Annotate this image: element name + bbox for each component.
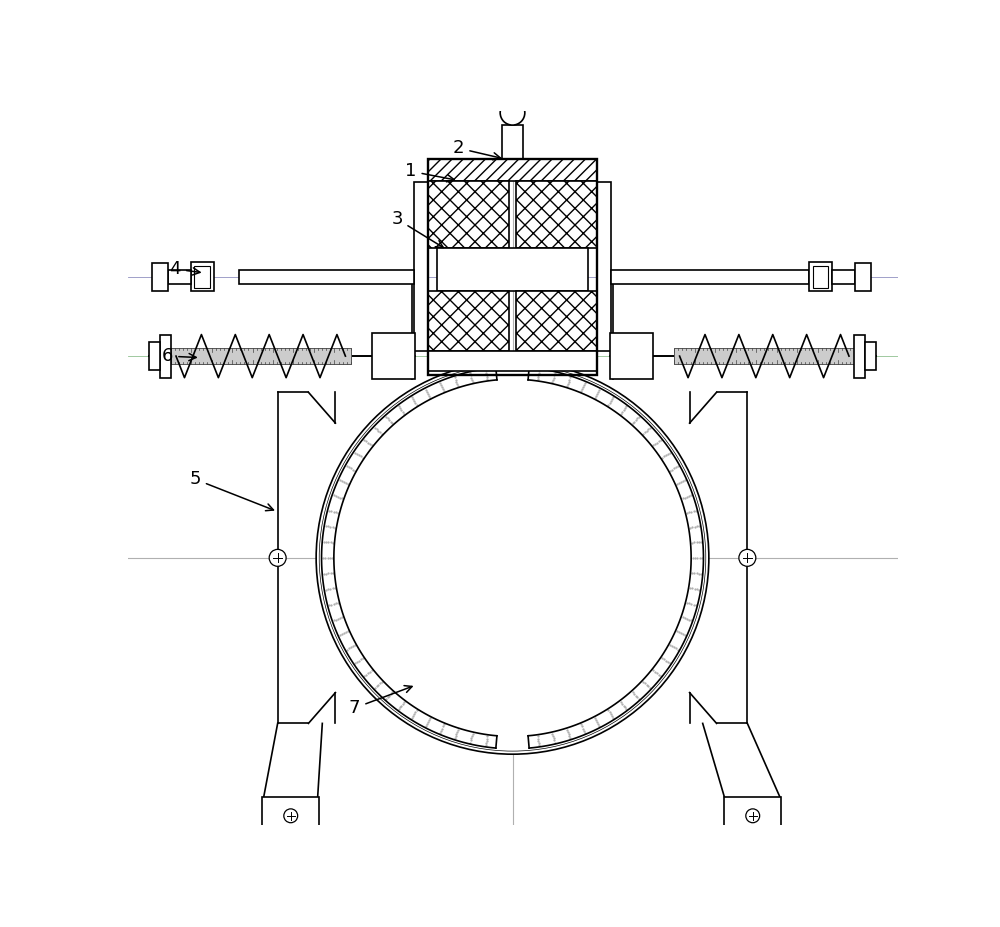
Bar [674,349,854,363]
Bar [194,266,210,287]
Bar [809,262,832,291]
Bar [191,262,214,291]
Bar [597,182,611,351]
Bar [813,266,828,287]
Text: 1: 1 [405,162,454,182]
Bar [152,263,168,291]
Text: 7: 7 [349,686,412,717]
Bar [428,291,509,350]
Text: 5: 5 [190,470,273,511]
Bar [262,796,319,832]
Bar [611,270,809,284]
Bar [168,270,191,284]
Bar [865,342,876,370]
Circle shape [284,809,298,823]
Bar [610,333,653,379]
Bar [414,182,428,351]
Bar [428,159,597,181]
Bar [724,796,781,832]
Bar [437,248,588,291]
Circle shape [746,809,760,823]
Bar [854,335,865,377]
Circle shape [739,550,756,566]
Circle shape [316,362,709,755]
Bar [372,333,415,379]
Bar [239,270,414,284]
Text: 2: 2 [453,139,500,159]
Bar [855,263,871,291]
Bar [516,181,597,248]
Text: 3: 3 [391,210,443,248]
Text: 6: 6 [162,347,196,365]
Text: 4: 4 [169,260,200,278]
Bar [171,349,351,363]
Circle shape [319,364,706,751]
Circle shape [500,100,525,125]
Bar [428,350,597,371]
Bar [832,270,855,284]
Circle shape [269,550,286,566]
Bar [428,181,509,248]
Bar [160,335,171,377]
Bar [149,342,160,370]
Bar [516,291,597,350]
Bar [428,159,597,375]
Bar [502,125,523,159]
